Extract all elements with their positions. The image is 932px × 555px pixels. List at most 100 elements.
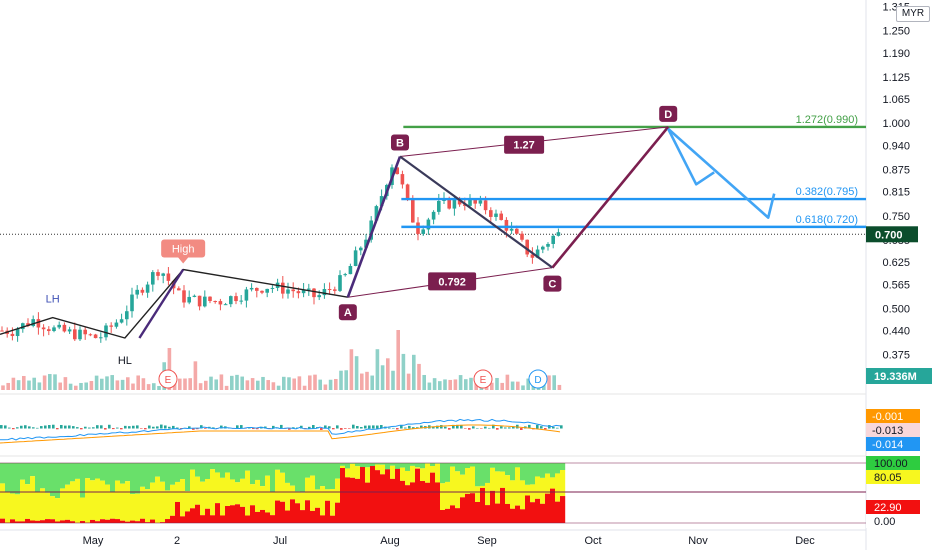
oscillator-red-band xyxy=(140,519,145,523)
volume-bar xyxy=(324,384,328,390)
oscillator-red-band xyxy=(460,497,465,523)
oscillator-green-band xyxy=(270,463,275,492)
volume-bar xyxy=(464,379,468,390)
macd-histogram-bar xyxy=(24,425,27,428)
volume-bar xyxy=(495,378,499,390)
pattern-point-label: B xyxy=(396,138,404,150)
volume-bar xyxy=(329,380,333,390)
volume-bar xyxy=(360,374,364,390)
volume-bar xyxy=(188,378,192,390)
oscillator-green-band xyxy=(405,463,410,471)
volume-bar xyxy=(422,375,426,390)
volume-bar xyxy=(126,377,130,390)
oscillator-red-band xyxy=(260,510,265,523)
volume-bar xyxy=(178,379,182,390)
high-label: High xyxy=(172,243,195,255)
oscillator-green-band xyxy=(150,463,155,483)
oscillator-yellow-band xyxy=(410,466,415,482)
oscillator-green-band xyxy=(515,463,520,467)
oscillator-red-band xyxy=(120,521,125,523)
candle-body xyxy=(109,326,113,327)
oscillator-green-band xyxy=(20,463,25,480)
oscillator-green-band xyxy=(25,463,30,484)
oscillator-yellow-band xyxy=(15,494,20,521)
candle-body xyxy=(349,266,353,274)
oscillator-green-band xyxy=(155,463,160,477)
candle-body xyxy=(63,325,67,332)
oscillator-green-band xyxy=(35,463,40,492)
oscillator-green-band xyxy=(510,463,515,480)
oscillator-green-band xyxy=(130,463,135,494)
candle-body xyxy=(250,288,254,289)
volume-bar xyxy=(386,358,390,390)
macd-histogram-bar xyxy=(552,427,555,429)
macd-histogram-bar xyxy=(540,426,543,428)
oscillator-red-band xyxy=(375,470,380,523)
volume-bar xyxy=(292,379,296,390)
oscillator-red-band xyxy=(390,479,395,523)
oscillator-red-band xyxy=(290,499,295,523)
candle-body xyxy=(557,232,561,236)
candle-body xyxy=(484,200,488,210)
oscillator-red-band xyxy=(100,519,105,523)
macd-histogram-bar xyxy=(112,428,115,429)
macd-histogram-bar xyxy=(164,425,167,428)
volume-bar xyxy=(344,370,348,390)
macd-histogram-bar xyxy=(116,428,119,429)
macd-histogram-bar xyxy=(368,425,371,428)
macd-histogram-bar xyxy=(500,426,503,428)
oscillator-red-band xyxy=(495,504,500,523)
oscillator-green-band xyxy=(255,463,260,480)
candle-body xyxy=(416,223,420,234)
price-tick-label: 1.000 xyxy=(882,118,910,130)
oscillator-green-band xyxy=(330,463,335,489)
volume-bar xyxy=(225,386,229,390)
oscillator-yellow-band xyxy=(110,492,115,519)
macd-histogram-bar xyxy=(484,427,487,429)
candle-body xyxy=(515,229,519,234)
oscillator-green-band xyxy=(190,463,195,470)
candle-body xyxy=(520,234,524,240)
candle-body xyxy=(198,296,202,307)
oscillator-yellow-band xyxy=(275,470,280,501)
oscillator-green-band xyxy=(400,463,405,468)
oscillator-red-band xyxy=(440,510,445,523)
candle-body xyxy=(203,297,207,307)
candle-body xyxy=(406,184,410,198)
volume-bar xyxy=(266,380,270,390)
macd-histogram-bar xyxy=(84,427,87,429)
oscillator-yellow-band xyxy=(135,494,140,521)
oscillator-red-band xyxy=(245,516,250,523)
oscillator-yellow-band xyxy=(440,483,445,510)
macd-histogram-bar xyxy=(32,427,35,428)
macd-histogram-bar xyxy=(332,428,335,429)
oscillator-green-band xyxy=(340,463,345,466)
volume-bar xyxy=(500,383,504,390)
candle-body xyxy=(167,273,171,280)
oscillator-green-band xyxy=(550,463,555,477)
oscillator-yellow-band xyxy=(200,482,205,516)
candle-body xyxy=(505,220,509,231)
oscillator-green-band xyxy=(90,463,95,480)
oscillator-green-band xyxy=(65,463,70,485)
oscillator-yellow-band xyxy=(330,489,335,516)
oscillator-green-band xyxy=(220,463,225,478)
oscillator-green-band xyxy=(250,463,255,484)
oscillator-green-band xyxy=(450,463,455,467)
oscillator-green-band xyxy=(120,463,125,484)
oscillator-green-band xyxy=(295,463,300,491)
oscillator-red-band xyxy=(255,512,260,523)
candle-body xyxy=(359,248,363,251)
oscillator-red-band xyxy=(130,521,135,523)
lh-label: LH xyxy=(46,294,60,306)
oscillator-green-band xyxy=(485,463,490,483)
oscillator-green-band xyxy=(430,463,435,466)
oscillator-yellow-band xyxy=(245,471,250,516)
macd-histogram-bar xyxy=(204,428,207,429)
price-tick-label: 1.190 xyxy=(882,48,910,60)
oscillator-yellow-band xyxy=(475,486,480,502)
candle-body xyxy=(130,295,134,312)
oscillator-red-band xyxy=(30,521,35,523)
